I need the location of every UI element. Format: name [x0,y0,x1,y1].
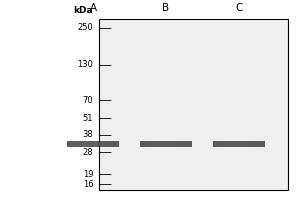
Text: 70: 70 [83,96,93,105]
Bar [224,142,253,146]
Bar [140,141,192,147]
Bar [99,19,288,190]
Bar [152,142,181,146]
Text: B: B [163,3,170,13]
Bar [79,142,108,146]
Text: C: C [235,3,242,13]
Text: 250: 250 [77,23,93,32]
Text: 16: 16 [83,180,93,189]
Bar [213,141,265,147]
Text: kDa: kDa [74,6,93,15]
Text: A: A [90,3,97,13]
Text: 28: 28 [83,148,93,157]
Text: 19: 19 [83,170,93,179]
Bar [67,141,119,147]
Text: 38: 38 [82,130,93,139]
Text: 51: 51 [83,114,93,123]
Text: 130: 130 [77,60,93,69]
